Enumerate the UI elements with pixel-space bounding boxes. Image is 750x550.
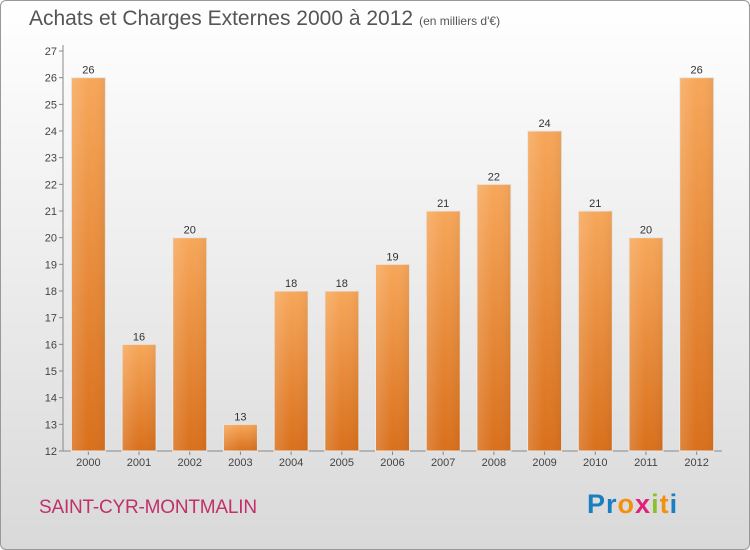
chart-bars (70, 77, 715, 452)
city-name: SAINT-CYR-MONTMALIN (39, 497, 257, 518)
logo-letter: P (587, 489, 607, 519)
x-tick-label: 2012 (684, 457, 708, 469)
data-label: 13 (234, 411, 246, 423)
x-tick-label: 2002 (177, 457, 201, 469)
data-label: 19 (386, 251, 398, 263)
y-tick-label: 22 (45, 179, 57, 191)
bar-shade (476, 184, 511, 452)
bar-shade (578, 211, 613, 451)
data-label: 16 (133, 331, 145, 343)
chart-title: Achats et Charges Externes 2000 à 2012 (e… (29, 7, 500, 31)
y-tick-label: 23 (45, 153, 57, 165)
bar-shade (71, 77, 106, 452)
data-label: 26 (691, 65, 703, 77)
x-tick-label: 2004 (279, 457, 303, 469)
y-tick-label: 18 (45, 286, 57, 298)
y-tick-label: 27 (45, 46, 57, 58)
x-tick-label: 2009 (532, 457, 556, 469)
bar-shade (679, 77, 714, 452)
x-tick-label: 2011 (634, 457, 658, 469)
logo-letter: x (635, 489, 652, 519)
data-label: 22 (488, 171, 500, 183)
data-label: 21 (437, 198, 449, 210)
x-tick-label: 2007 (431, 457, 455, 469)
data-label: 20 (184, 225, 196, 237)
x-tick-label: 2003 (228, 457, 252, 469)
bar-shade (172, 237, 207, 451)
logo-letter: t (659, 489, 670, 519)
y-tick-label: 20 (45, 233, 57, 245)
y-tick-label: 26 (45, 73, 57, 85)
chart-title-text: Achats et Charges Externes 2000 à 2012 (29, 7, 414, 30)
y-tick-label: 12 (45, 446, 57, 458)
bar-shade (324, 291, 359, 451)
y-tick-label: 14 (45, 393, 57, 405)
x-tick-label: 2006 (380, 457, 404, 469)
y-tick-label: 17 (45, 313, 57, 325)
chart-labels: 2000 26 2001 16 2002 20 2003 13 2004 18 2005 18 2006… (76, 65, 709, 469)
x-tick-label: 2008 (482, 457, 506, 469)
y-tick-label: 13 (45, 419, 57, 431)
data-label: 21 (589, 198, 601, 210)
bar-shade (628, 237, 663, 451)
logo-letter: i (651, 489, 660, 519)
bar-shade (426, 211, 461, 451)
x-tick-label: 2010 (583, 457, 607, 469)
data-label: 18 (336, 278, 348, 290)
proxiti-logo: Proxiti (587, 489, 678, 520)
y-tick-label: 25 (45, 99, 57, 111)
bar-shade (375, 264, 410, 451)
data-label: 24 (538, 118, 550, 130)
logo-letter: i (669, 489, 679, 519)
bar-shade (527, 131, 562, 451)
chart-title-unit: (en milliers d'€) (419, 14, 501, 28)
bar-shade (223, 424, 258, 451)
y-tick-label: 16 (45, 339, 57, 351)
logo-letter: o (617, 489, 636, 519)
data-label: 20 (640, 225, 652, 237)
bar-shade (122, 344, 157, 451)
data-label: 26 (82, 65, 94, 77)
x-tick-label: 2000 (76, 457, 100, 469)
x-tick-label: 2005 (330, 457, 354, 469)
x-tick-label: 2001 (127, 457, 151, 469)
y-tick-label: 24 (45, 126, 57, 138)
y-tick-label: 19 (45, 259, 57, 271)
data-label: 18 (285, 278, 297, 290)
y-tick-label: 21 (45, 206, 57, 218)
y-tick-label: 15 (45, 366, 57, 378)
bar-shade (274, 291, 309, 451)
logo-letter: r (606, 489, 618, 519)
